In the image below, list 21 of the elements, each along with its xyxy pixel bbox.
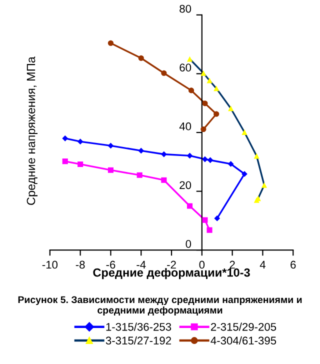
x-tick-label: 6 — [290, 260, 296, 269]
y-axis-title: Средние напряжения, МПа — [26, 56, 38, 205]
y-tick-label: 80 — [180, 4, 192, 13]
y-tick-label: 20 — [180, 181, 192, 190]
legend-label: 1-315/36-253 — [106, 322, 172, 331]
x-tick-label: -6 — [106, 260, 116, 269]
x-tick-label: -10 — [42, 260, 58, 269]
x-tick-label: -4 — [136, 260, 146, 269]
y-tick-label: 60 — [180, 64, 192, 72]
legend-label: 4-304/61-395 — [210, 336, 276, 345]
x-tick-label: 4 — [260, 260, 266, 269]
x-tick-label: -2 — [167, 260, 176, 269]
x-tick-label: -8 — [76, 260, 85, 269]
legend-label: 2-315/29-205 — [211, 322, 276, 331]
x-axis-title: Средние деформации*10-3 — [93, 268, 250, 280]
y-tick-label: 40 — [179, 122, 192, 130]
x-tick-label: 2 — [230, 260, 235, 269]
text: Рисунок 5. Зависимости между средними напряжениями и средними деформациями — [18, 296, 302, 316]
legend-label: 3-315/27-192 — [106, 336, 172, 345]
y-tick-label: 0 — [186, 240, 192, 248]
x-tick-label: 0 — [199, 260, 205, 269]
